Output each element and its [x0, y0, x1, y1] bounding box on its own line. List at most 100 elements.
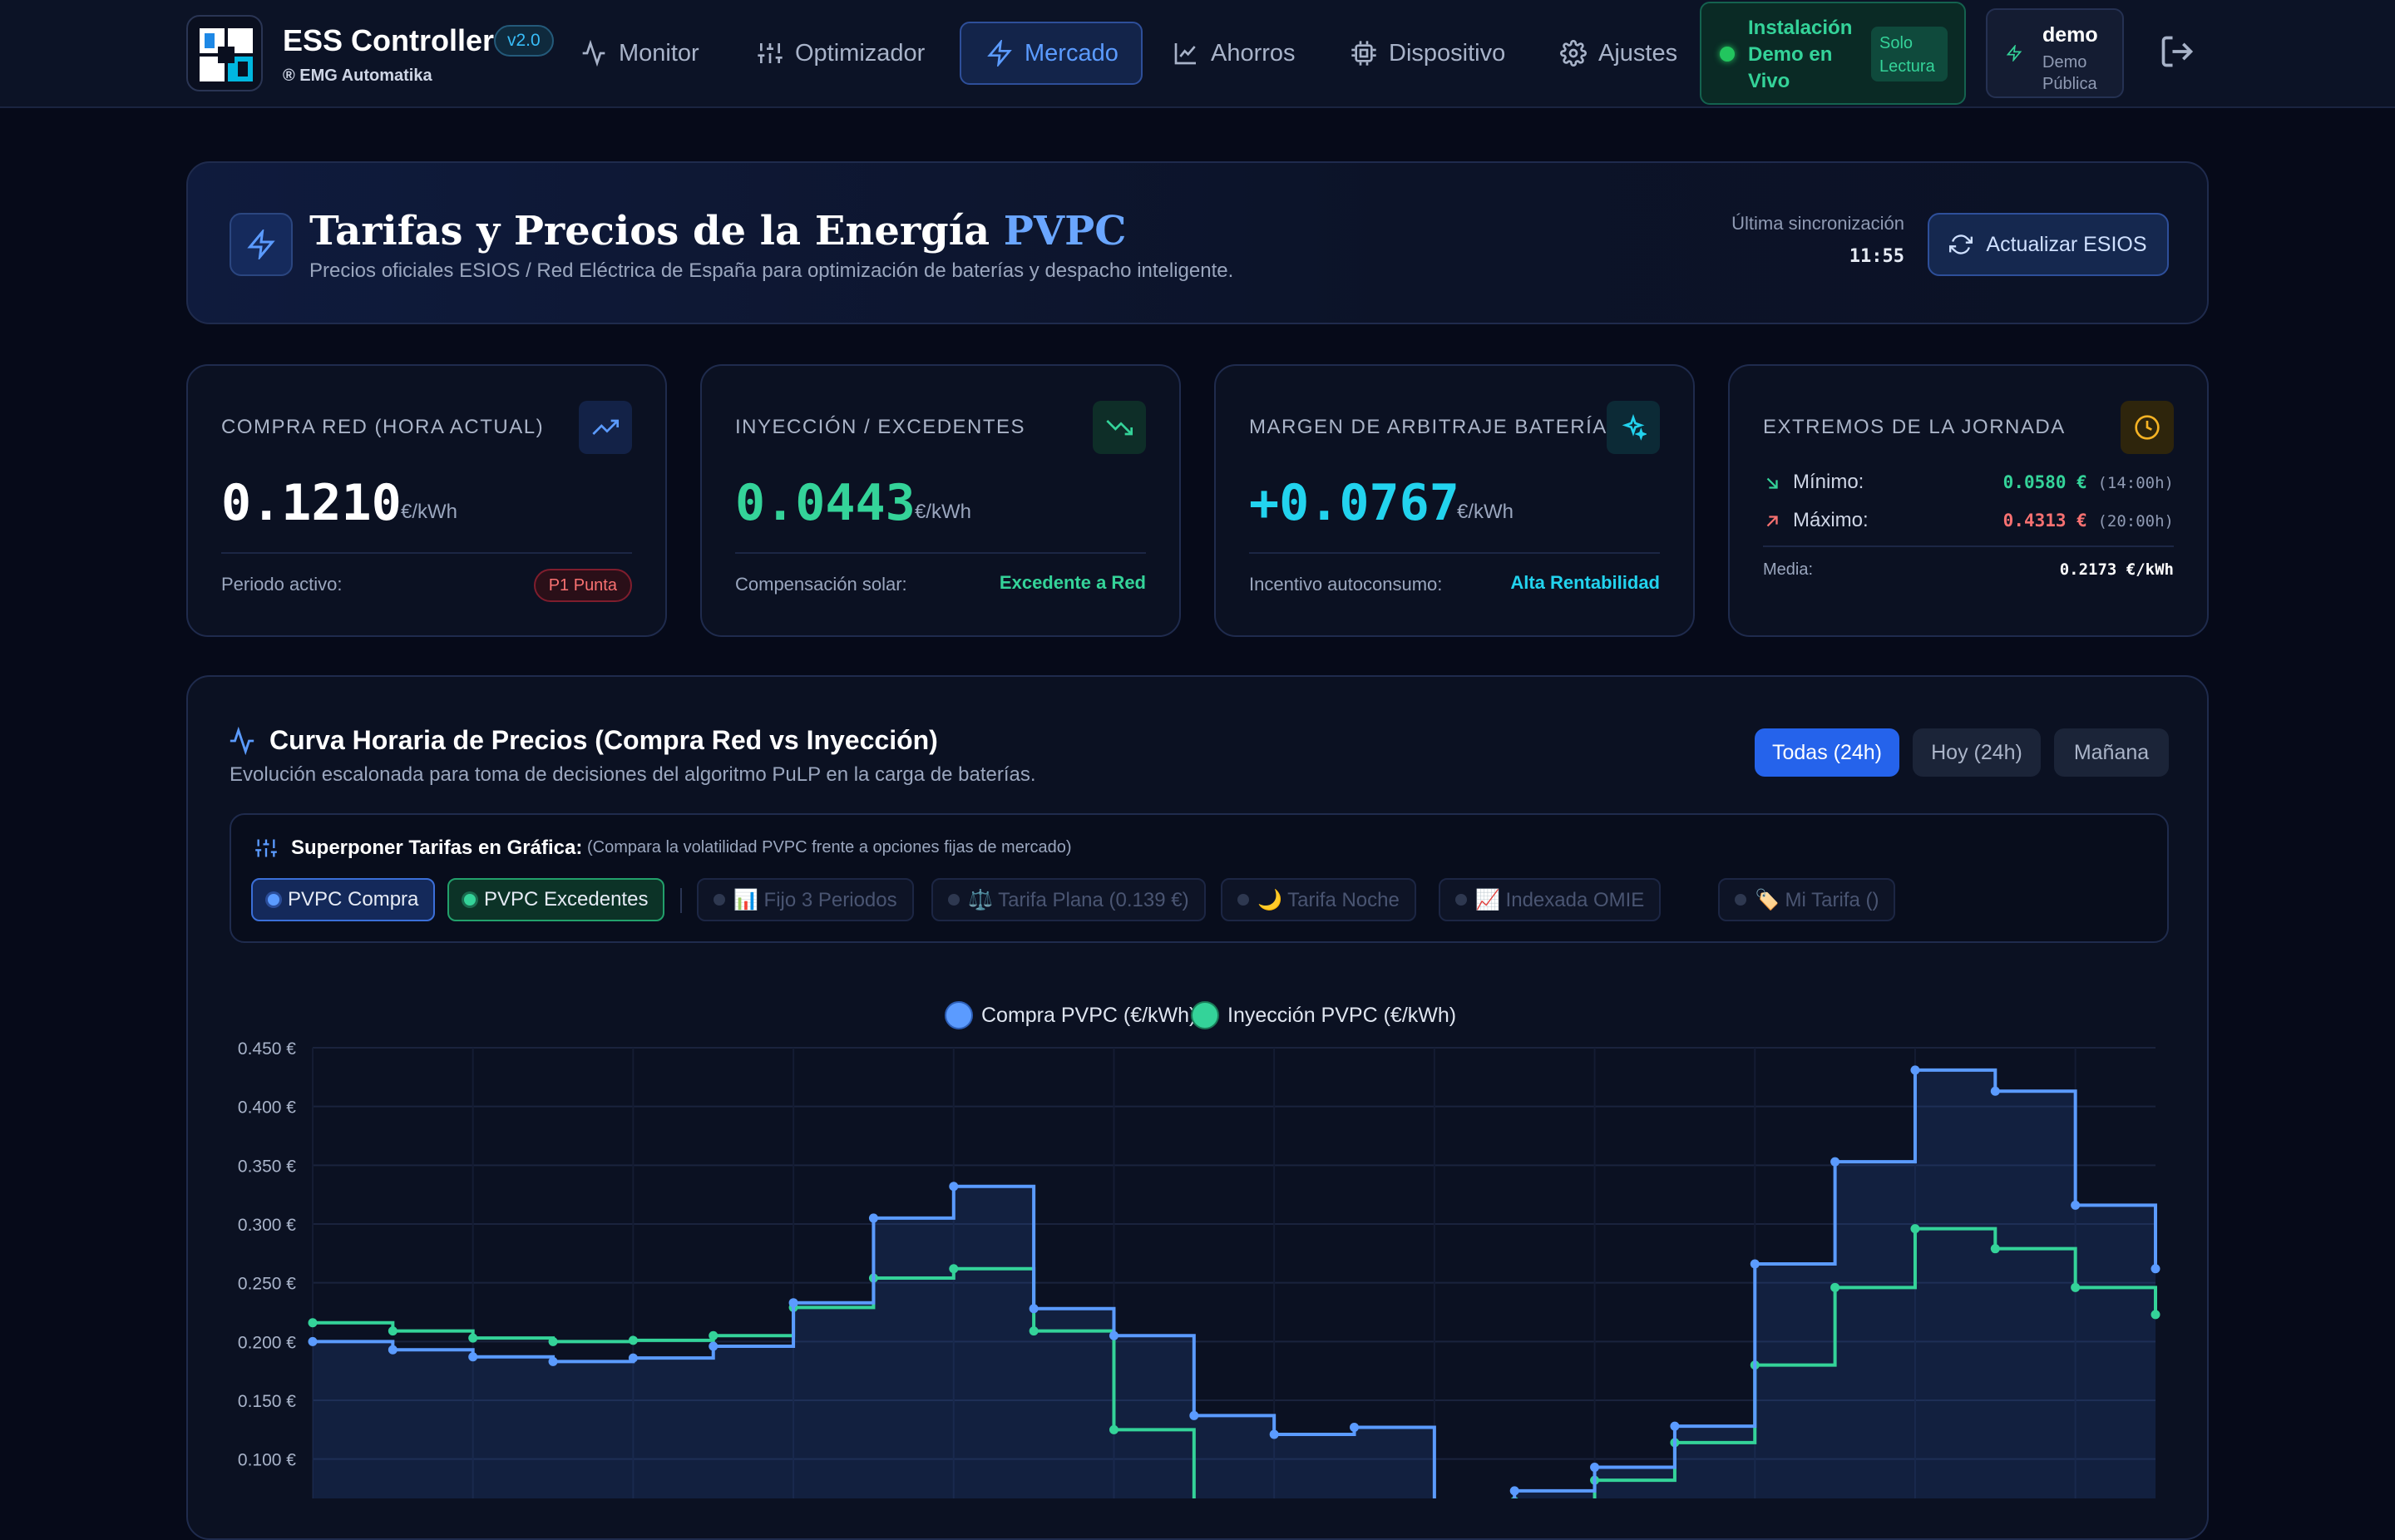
nav-item-ajustes[interactable]: Ajustes [1535, 22, 1702, 85]
readonly-badge: Solo Lectura [1871, 27, 1948, 81]
data-point-compra [1029, 1304, 1039, 1314]
nav-label: Dispositivo [1389, 39, 1506, 67]
version-badge: v2.0 [494, 25, 554, 57]
divider [1763, 545, 2174, 547]
dot-icon [268, 894, 279, 906]
card-value: +0.0767 [1249, 474, 1459, 532]
data-point-inyeccion [548, 1336, 558, 1346]
page-header: Tarifas y Precios de la Energía PVPC Pre… [186, 161, 2209, 324]
refresh-esios-button[interactable]: Actualizar ESIOS [1928, 213, 2169, 276]
activity-icon [580, 40, 607, 67]
nav-item-monitor[interactable]: Monitor [556, 22, 724, 85]
range-button-todas[interactable]: Todas (24h) [1755, 728, 1899, 777]
data-point-compra [1910, 1065, 1920, 1075]
chip-pvpc-excedentes[interactable]: PVPC Excedentes [447, 878, 665, 921]
data-point-inyeccion [1990, 1244, 2000, 1254]
series-area-compra [313, 1069, 2156, 1498]
data-point-compra [628, 1353, 638, 1363]
y-tick-label: 0.400 € [238, 1098, 296, 1118]
data-point-compra [1109, 1330, 1118, 1340]
divider [735, 552, 1146, 554]
avg-label: Media: [1763, 560, 1814, 579]
legend-swatch [945, 1001, 973, 1029]
min-label: Mínimo: [1793, 471, 1864, 493]
data-point-compra [788, 1298, 798, 1308]
legend-item-inyeccion[interactable]: Inyección PVPC (€/kWh) [1191, 1001, 1456, 1029]
chip-mi-tarifa[interactable]: 🏷️ Mi Tarifa () [1718, 878, 1896, 921]
refresh-label: Actualizar ESIOS [1986, 232, 2147, 256]
data-point-compra [1830, 1157, 1840, 1167]
nav-item-mercado[interactable]: Mercado [960, 22, 1143, 85]
data-point-inyeccion [2071, 1282, 2081, 1292]
legend-item-compra[interactable]: Compra PVPC (€/kWh) [945, 1001, 1196, 1029]
nav-item-dispositivo[interactable]: Dispositivo [1326, 22, 1530, 85]
card-value: 0.1210 [221, 474, 402, 532]
data-point-inyeccion [1109, 1424, 1118, 1434]
price-chart-panel: Curva Horaria de Precios (Compra Red vs … [186, 675, 2209, 1540]
overlay-note: (Compara la volatilidad PVPC frente a op… [587, 838, 1072, 856]
overlay-tariffs: Superponer Tarifas en Gráfica: (Compara … [230, 813, 2169, 943]
chip-tarifa-plana[interactable]: ⚖️ Tarifa Plana (0.139 €) [931, 878, 1206, 921]
zap-icon [986, 40, 1013, 67]
sliders-icon [254, 837, 278, 860]
data-point-compra [1990, 1086, 2000, 1096]
user-menu[interactable]: demo Demo Pública [1986, 8, 2124, 98]
trending-up-icon [579, 401, 632, 454]
chip-tarifa-noche[interactable]: 🌙 Tarifa Noche [1221, 878, 1416, 921]
dot-icon [948, 894, 960, 906]
card-label: MARGEN DE ARBITRAJE BATERÍA [1249, 416, 1607, 438]
card-footer-label: Compensación solar: [735, 574, 907, 595]
data-point-inyeccion [709, 1330, 718, 1340]
max-value: 0.4313 € (20:00h) [2002, 511, 2174, 531]
data-point-compra [1509, 1486, 1519, 1496]
live-status-label: Instalación Demo en Vivo [1748, 17, 1853, 92]
chip-indexada-omie[interactable]: 📈 Indexada OMIE [1439, 878, 1662, 921]
y-tick-label: 0.100 € [238, 1451, 296, 1470]
logout-icon[interactable] [2159, 33, 2195, 70]
data-point-compra [2071, 1200, 2081, 1210]
price-chart: 0.450 € 0.400 € 0.350 € 0.300 € 0.250 € 0.200… [238, 1039, 2160, 1498]
sparkles-icon [1607, 401, 1660, 454]
range-button-manana[interactable]: Mañana [2054, 728, 2169, 777]
data-point-inyeccion [388, 1326, 398, 1336]
chip-pvpc-compra[interactable]: PVPC Compra [251, 878, 436, 921]
nav-item-optimizador[interactable]: Optimizador [732, 22, 950, 85]
card-value: 0.0443 [735, 474, 916, 532]
y-tick-label: 0.350 € [238, 1157, 296, 1176]
refresh-icon [1949, 233, 1973, 256]
page-title: Tarifas y Precios de la Energía PVPC [309, 208, 1127, 254]
nav-label: Ajustes [1598, 39, 1678, 67]
chip-fijo-3-periodos[interactable]: 📊 Fijo 3 Periodos [697, 878, 914, 921]
data-point-compra [1750, 1259, 1760, 1269]
data-point-inyeccion [628, 1335, 638, 1345]
nav-label: Monitor [619, 39, 699, 67]
y-tick-label: 0.200 € [238, 1333, 296, 1352]
data-point-compra [1189, 1410, 1199, 1420]
nav-label: Mercado [1025, 39, 1118, 67]
nav-item-ahorros[interactable]: Ahorros [1148, 22, 1321, 85]
status-dot [1720, 47, 1735, 62]
live-status: Instalación Demo en Vivo Solo Lectura [1700, 2, 1966, 105]
legend-label: Compra PVPC (€/kWh) [981, 1003, 1197, 1027]
data-point-inyeccion [1830, 1282, 1840, 1292]
data-point-compra [2151, 1264, 2160, 1274]
data-point-compra [949, 1182, 959, 1192]
period-badge: P1 Punta [533, 569, 632, 602]
card-compra-red: COMPRA RED (HORA ACTUAL) 0.1210 €/kWh Pe… [186, 364, 667, 637]
nav-label: Optimizador [795, 39, 926, 67]
sync-label: Última sincronización [1731, 213, 1904, 234]
data-point-compra [388, 1345, 398, 1355]
range-button-hoy[interactable]: Hoy (24h) [1913, 728, 2041, 777]
arrow-up-right-icon [1763, 512, 1781, 531]
data-point-inyeccion [2151, 1310, 2160, 1320]
card-unit: €/kWh [915, 501, 972, 523]
arrow-down-right-icon [1763, 474, 1781, 492]
card-label: COMPRA RED (HORA ACTUAL) [221, 416, 545, 438]
line-chart-icon [1173, 40, 1199, 67]
data-point-inyeccion [308, 1318, 318, 1328]
card-unit: €/kWh [1457, 501, 1514, 523]
clock-icon [2121, 401, 2174, 454]
y-tick-label: 0.450 € [238, 1039, 296, 1059]
data-point-compra [868, 1213, 878, 1223]
card-footer-value: Alta Rentabilidad [1510, 572, 1660, 593]
